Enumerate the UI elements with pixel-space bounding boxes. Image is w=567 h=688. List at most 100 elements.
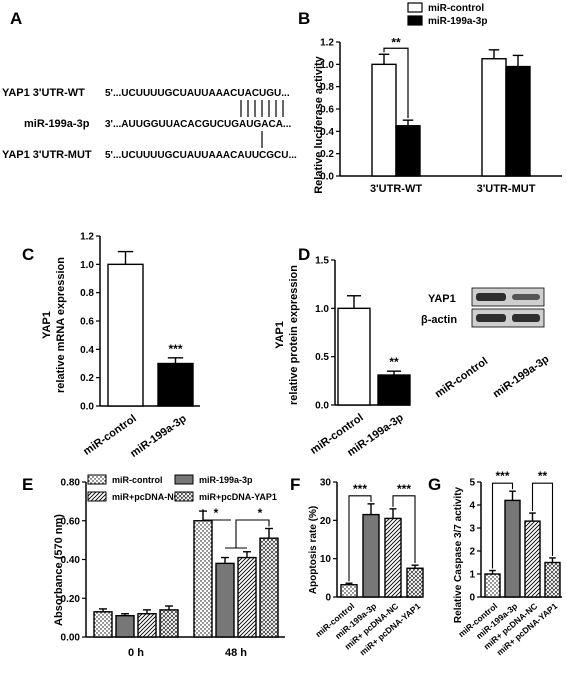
seq-text-mirna: 3'...AUUGGUUACACGUCUGAUGACA... bbox=[105, 119, 291, 130]
panel-g-ytick-label: 5 bbox=[469, 478, 475, 489]
panel-c-ylabel-line2: relative mRNA expression bbox=[55, 257, 67, 393]
blot-lane-actin bbox=[471, 308, 545, 328]
pairing-lines-wt bbox=[240, 100, 284, 117]
panel-b-1-bar bbox=[505, 65, 531, 177]
panel-g-sig-bracket-right bbox=[531, 482, 554, 556]
panel-c-ytick-label: 0.6 bbox=[80, 317, 94, 328]
panel-g-sig-bracket-left bbox=[491, 482, 514, 569]
panel-g-ytick-label: 4 bbox=[469, 501, 475, 512]
panel-b-ytick-label: 0.6 bbox=[320, 105, 334, 116]
panel-e-0-bar bbox=[93, 611, 113, 638]
panel-e-3-bar bbox=[159, 609, 179, 638]
panel-g-ylabel: Relative Caspase 3/7 activity bbox=[453, 486, 464, 623]
panel-e-legend-swatch bbox=[87, 474, 107, 485]
blot-band-yap1-mir bbox=[512, 294, 540, 300]
panel-e-ylabel: Absorbance (570 nm) bbox=[53, 514, 65, 626]
panel-e-legend-label: miR+pcDNA-YAP1 bbox=[199, 492, 277, 502]
panel-g-ytick-label: 3 bbox=[469, 524, 475, 535]
panel-e-legend-swatch bbox=[174, 474, 194, 485]
panel-f-significance: *** bbox=[397, 482, 411, 496]
panel-b-ytick-label: 0.8 bbox=[320, 82, 334, 93]
panel-f-ytick-label: 10 bbox=[320, 554, 332, 565]
panel-letter-b: B bbox=[298, 9, 310, 28]
panel-b-ytick-label: 0.0 bbox=[320, 172, 334, 183]
panel-c-significance: *** bbox=[168, 342, 182, 356]
panel-d-0-bar bbox=[337, 307, 371, 406]
panel-letter-d: D bbox=[298, 245, 310, 264]
panel-e-sig-bracket-right bbox=[235, 519, 270, 548]
panel-g-significance: ** bbox=[538, 469, 548, 483]
panel-e-ytick-label: 0.00 bbox=[61, 633, 81, 644]
panel-e-category-label: 0 h bbox=[128, 647, 144, 659]
panel-c-ytick-label: 0.0 bbox=[80, 402, 94, 413]
blot-band-actin-control bbox=[476, 314, 506, 322]
panel-f-ytick-label: 0 bbox=[325, 593, 331, 604]
panel-e-1-bar bbox=[115, 614, 135, 638]
panel-b-chart: Relative luciferase activity 0.0 0.2 0.4 0.… bbox=[313, 2, 562, 195]
panel-d-1-bar bbox=[377, 374, 411, 406]
panel-e-legend-swatch bbox=[87, 491, 107, 502]
panel-e-3-bar bbox=[259, 537, 279, 638]
panel-c-1-bar bbox=[157, 362, 194, 407]
panel-b-ylabel: Relative luciferase activity bbox=[313, 55, 325, 193]
panel-e-legend-label: miR-199a-3p bbox=[199, 475, 253, 485]
panel-letter-e: E bbox=[22, 475, 33, 494]
panel-d-ylabel-line1: YAP1 bbox=[274, 321, 286, 349]
panel-e-category-label: 48 h bbox=[225, 647, 247, 659]
panel-e-legend-label: miR+pcDNA-NC bbox=[112, 492, 181, 502]
panel-e-2-bar bbox=[137, 613, 157, 638]
panel-c-ylabel-line1: YAP1 bbox=[41, 311, 53, 339]
panel-c-ytick-label: 1.0 bbox=[80, 260, 94, 271]
panel-c-ytick-label: 1.2 bbox=[80, 232, 94, 243]
panel-e-sig-bracket bbox=[202, 509, 231, 521]
panel-c-chart: YAP1 relative mRNA expression 0.0 0.2 0.4 0… bbox=[41, 232, 200, 460]
panel-f-sig-bracket-left bbox=[348, 495, 372, 582]
panel-b-legend-swatch bbox=[407, 2, 423, 13]
panel-f-sig-bracket-right bbox=[392, 495, 416, 564]
panel-b-1-bar bbox=[395, 125, 421, 177]
panel-b-sig-bracket bbox=[383, 47, 409, 119]
panel-e-legend-label: miR-control bbox=[112, 475, 163, 485]
panel-c-ytick-label: 0.4 bbox=[80, 345, 94, 356]
panel-e-1-bar bbox=[215, 562, 235, 638]
panel-f-ytick-label: 30 bbox=[320, 478, 332, 489]
panel-b-0-bar bbox=[481, 58, 507, 177]
panel-g-ytick-label: 2 bbox=[469, 547, 475, 558]
panel-b-legend-label: miR-control bbox=[428, 3, 484, 14]
panel-f-ytick-label: 20 bbox=[320, 516, 332, 527]
panel-g-significance: *** bbox=[495, 469, 509, 483]
blot-band-actin-mir bbox=[512, 314, 540, 322]
blot-label-actin: β-actin bbox=[421, 314, 457, 326]
panel-d-chart: YAP1 relative protein expression 0.0 0.5 1… bbox=[274, 256, 411, 459]
panel-c-category-label: miR-199a-3p bbox=[128, 412, 189, 460]
panel-g-ytick-label: 1 bbox=[469, 570, 475, 581]
panel-f-0-bar bbox=[340, 584, 358, 598]
panel-c-ytick-label: 0.8 bbox=[80, 288, 94, 299]
panel-e-significance: * bbox=[214, 506, 219, 520]
panel-e-chart: Absorbance (570 nm) 0.00 0.20 0.40 0.60 0.80… bbox=[53, 474, 285, 659]
blot-lane-yap1 bbox=[471, 287, 545, 307]
panel-f-1-bar bbox=[362, 513, 380, 598]
panel-e-0-bar bbox=[193, 520, 213, 638]
panel-e-ytick-label: 0.60 bbox=[61, 516, 81, 527]
panel-d-western-blot: YAP1 β-actin miR-control miR-199a-3p bbox=[421, 287, 552, 400]
panel-b-ytick-label: 1.0 bbox=[320, 60, 334, 71]
panel-d-ylabel-line2: relative protein expression bbox=[288, 265, 300, 405]
panel-e-significance: * bbox=[258, 506, 263, 520]
panel-g-1-bar bbox=[504, 499, 521, 598]
panel-b-ytick-label: 0.4 bbox=[320, 127, 334, 138]
panel-b-significance: ** bbox=[391, 35, 401, 49]
panel-letter-a: A bbox=[10, 9, 22, 28]
panel-d-ytick-label: 1.0 bbox=[315, 304, 329, 315]
blot-lane-label-control: miR-control bbox=[433, 355, 490, 400]
panel-g-3-bar bbox=[544, 561, 561, 598]
panel-e-ytick-label: 0.20 bbox=[61, 594, 81, 605]
seq-text-mut: 5'...UCUUUUGCUAUUAAACAUUCGCU... bbox=[105, 150, 297, 161]
panel-f-ylabel: Apoptosis rate (%) bbox=[308, 506, 319, 594]
seq-text-wt: 5'...UCUUUUGCUAUUAAACUACUGU... bbox=[105, 88, 290, 99]
panel-c-0-bar bbox=[107, 263, 144, 407]
panel-d-significance: ** bbox=[389, 355, 399, 369]
blot-band-yap1-control bbox=[476, 293, 506, 301]
